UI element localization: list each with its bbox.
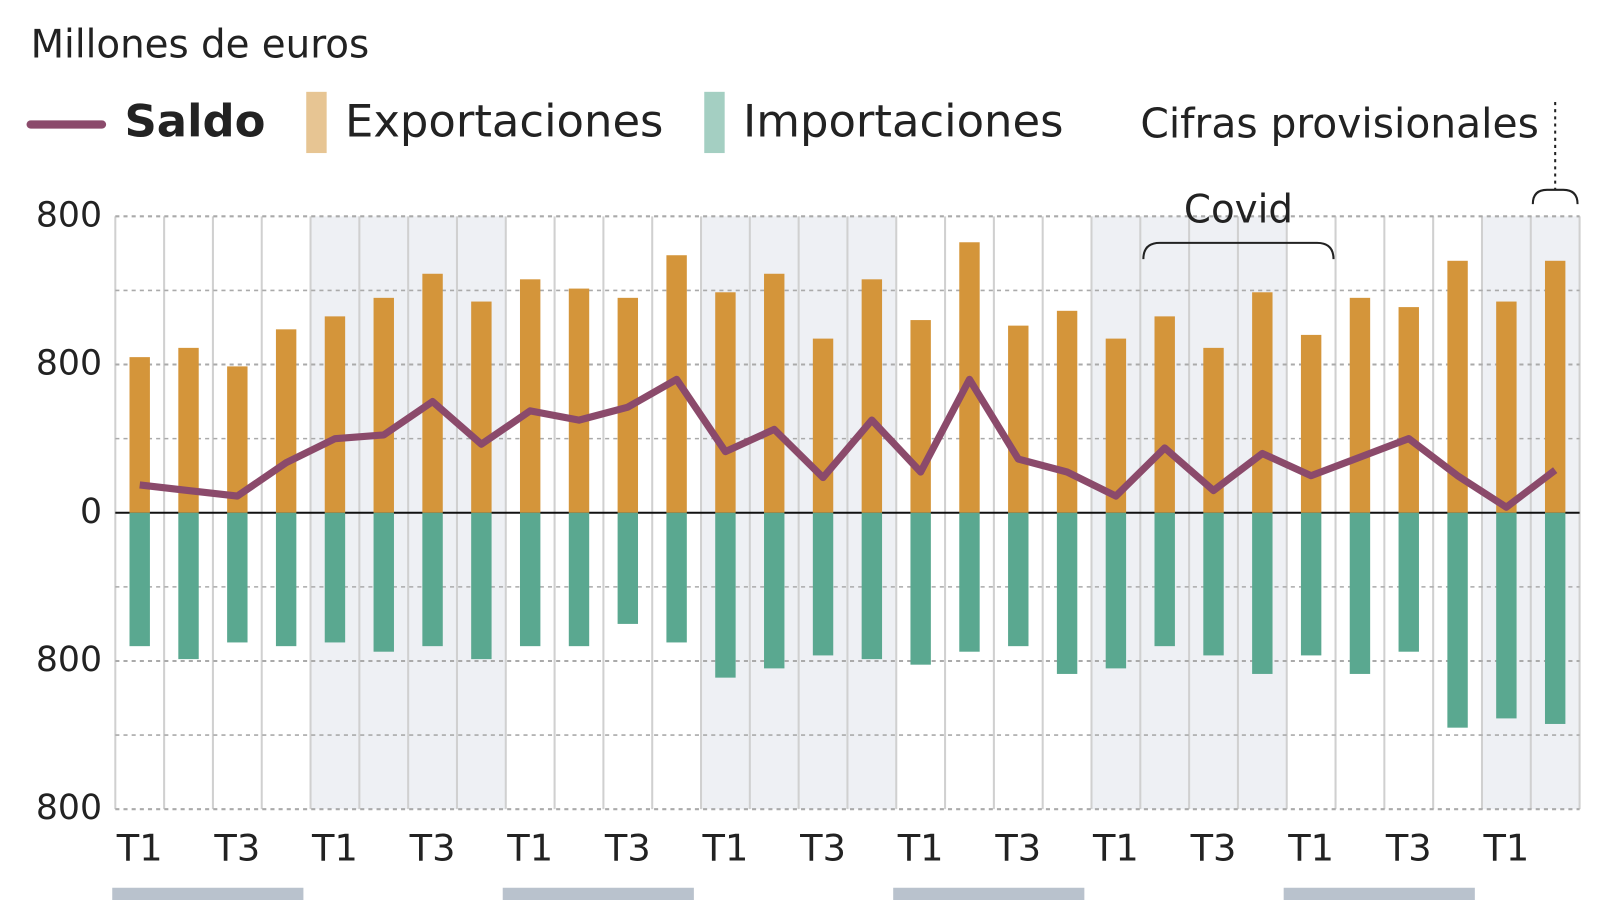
- bar: [1252, 512, 1273, 674]
- bar: [861, 512, 883, 660]
- bar: [1008, 325, 1029, 513]
- year-label-box: [112, 887, 304, 900]
- bar: [422, 273, 443, 513]
- x-tick-label: T3: [1385, 827, 1432, 870]
- annotation-bracket: [1142, 241, 1335, 260]
- bar: [715, 292, 736, 513]
- bar: [422, 512, 443, 647]
- y-tick-label: 800: [36, 344, 102, 384]
- x-tick-label: T3: [604, 827, 651, 870]
- bar: [1203, 347, 1224, 513]
- x-tick-label: T3: [213, 827, 260, 870]
- x-tick-label: T3: [799, 827, 846, 870]
- y-tick-label: 0: [80, 492, 102, 532]
- bar: [178, 512, 199, 660]
- legend-swatch: [704, 91, 725, 154]
- bar: [764, 512, 785, 669]
- bar: [1105, 512, 1127, 669]
- bar: [519, 512, 541, 647]
- x-tick-label: T1: [1092, 827, 1139, 870]
- bar: [519, 279, 541, 513]
- bar: [910, 512, 931, 665]
- bar: [568, 288, 590, 513]
- bar: [1154, 316, 1175, 513]
- x-tick-label: T1: [1482, 827, 1529, 870]
- bar: [275, 329, 297, 513]
- bar: [1544, 260, 1566, 513]
- year-label-box: [1283, 887, 1475, 900]
- bar: [959, 512, 980, 652]
- bar: [1105, 338, 1127, 513]
- y-tick-label: 800: [36, 788, 102, 828]
- x-tick-label: T3: [1190, 827, 1237, 870]
- bar: [1300, 334, 1322, 513]
- bar: [1496, 512, 1517, 719]
- bar: [1496, 301, 1517, 513]
- bar: [1398, 512, 1419, 652]
- y-tick-label: 800: [36, 640, 102, 680]
- bar: [373, 512, 394, 652]
- annotation-bracket: [1531, 188, 1579, 205]
- bar: [275, 512, 297, 647]
- bar: [324, 316, 346, 513]
- bar: [1349, 297, 1371, 513]
- bar: [1349, 512, 1371, 674]
- bar: [178, 347, 199, 513]
- legend-label: Saldo: [124, 94, 265, 147]
- year-label-box: [502, 887, 694, 900]
- bar: [1300, 512, 1322, 656]
- year-label-box: [893, 887, 1085, 900]
- x-tick-label: T3: [409, 827, 456, 870]
- bar: [861, 279, 883, 513]
- x-tick-label: T1: [311, 827, 358, 870]
- bar: [568, 512, 590, 647]
- bar: [129, 512, 150, 647]
- bar: [910, 320, 931, 513]
- bar: [1252, 292, 1273, 513]
- annotation: Covid: [1184, 188, 1293, 233]
- bar: [1544, 512, 1566, 724]
- bar: [129, 357, 150, 513]
- bar: [471, 512, 492, 660]
- x-tick-label: T1: [702, 827, 749, 870]
- x-tick-label: T1: [1287, 827, 1334, 870]
- bar: [666, 512, 687, 643]
- x-tick-label: T1: [506, 827, 553, 870]
- bar: [617, 512, 639, 624]
- bar: [471, 301, 492, 513]
- bar: [1154, 512, 1175, 647]
- x-tick-label: T1: [116, 827, 163, 870]
- bar: [812, 338, 834, 513]
- legend-label: Exportaciones: [345, 94, 663, 147]
- bar: [1008, 512, 1029, 647]
- annotation: Cifras provisionales: [1140, 100, 1539, 148]
- legend-label: Importaciones: [743, 94, 1063, 147]
- x-tick-label: T1: [897, 827, 944, 870]
- bar: [1447, 260, 1468, 513]
- bar: [812, 512, 834, 656]
- y-tick-label: 800: [36, 195, 102, 235]
- bar: [1447, 512, 1468, 728]
- line: [139, 375, 1558, 511]
- legend-swatch: [306, 91, 327, 154]
- bar: [764, 273, 785, 513]
- bar: [227, 512, 248, 643]
- bar: [1203, 512, 1224, 656]
- chart-subtitle: Millones de euros: [31, 22, 370, 67]
- bar: [715, 512, 736, 678]
- x-tick-label: T3: [994, 827, 1041, 870]
- bar: [227, 366, 248, 513]
- bar: [1056, 310, 1078, 513]
- bar: [373, 297, 394, 513]
- bar: [1398, 307, 1419, 513]
- bar: [1056, 512, 1078, 674]
- bar: [324, 512, 346, 643]
